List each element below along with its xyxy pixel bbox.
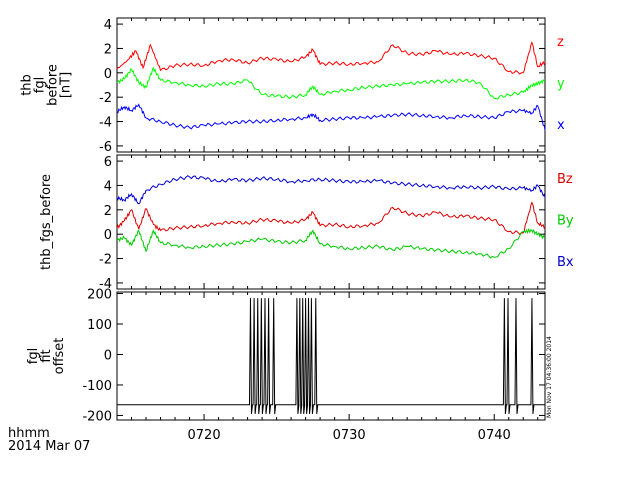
legend-x: x [557,118,565,133]
x-tick-label: 0740 [478,428,511,443]
legend-Bz: Bz [557,172,573,187]
timestamp-note: Mon Nov 17 04:36:00 2014 [546,336,553,418]
y-tick-label: -4 [99,116,112,131]
y-tick-label: -2 [99,253,112,268]
legend-z: z [557,35,564,50]
y-axis-label: fit [39,349,54,362]
y-tick-label: 2 [104,42,112,57]
y-tick-label: 0 [104,67,112,82]
y-axis-label: thb_fgs_before [39,174,54,270]
y-tick-label: -6 [99,140,112,155]
y-tick-label: 4 [104,179,112,194]
footer-time-label: hhmm [8,426,50,441]
y-tick-label: 0 [104,348,112,363]
series-line-Bz [116,201,546,235]
panel-frame [116,17,546,153]
y-axis-label: thb [20,74,35,96]
y-axis-label: fgl [26,348,41,364]
y-tick-label: -2 [99,91,112,106]
panel-frame [116,154,546,290]
series-line-Bx [116,175,546,205]
series-line-offset [117,298,545,414]
y-tick-label: -4 [99,277,112,292]
y-tick-label: 2 [104,204,112,219]
y-tick-label: 4 [104,18,112,33]
series-line-x [116,103,546,131]
panel-frame [116,291,546,421]
y-axis-label: offset [52,338,67,375]
legend-Bx: Bx [557,255,574,270]
x-tick-label: 0720 [188,428,221,443]
panel-fgs-before: -4 -2 0 2 4 6 thb_fgs_before Bz By Bx [39,154,574,292]
series-line-By [116,227,546,259]
series-line-y [116,66,546,100]
y-tick-label: 200 [87,288,112,303]
series-line-z [116,40,546,75]
y-axis-label: fgl [33,77,48,93]
legend-By: By [557,214,574,229]
y-axis-label: before [46,64,61,106]
y-tick-label: 100 [87,318,112,333]
y-axis-label: [nT] [59,72,74,98]
y-tick-label: -100 [82,379,112,394]
y-tick-label: 0 [104,228,112,243]
x-tick-label: 0730 [333,428,366,443]
y-tick-label: 6 [104,155,112,170]
footer-date-label: 2014 Mar 07 [8,439,90,454]
y-tick-label: -200 [82,409,112,424]
legend-y: y [557,77,565,92]
